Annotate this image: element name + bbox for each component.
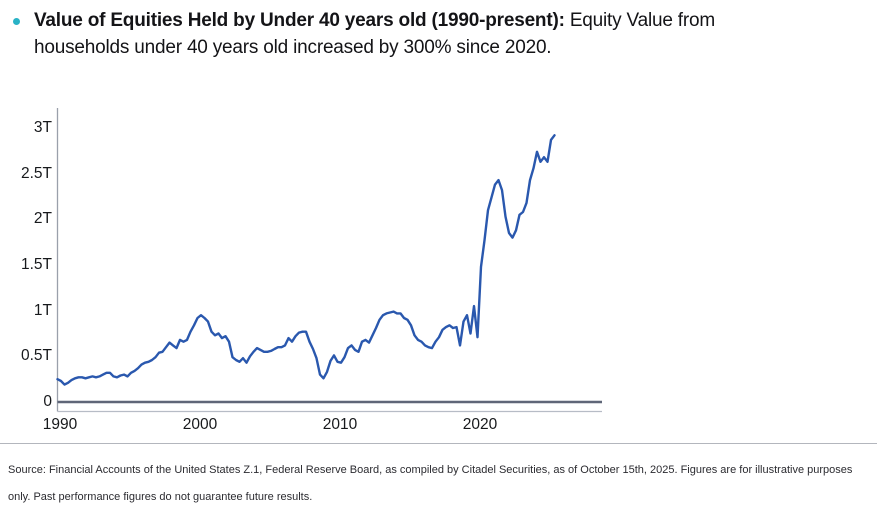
source-note: Source: Financial Accounts of the United…	[8, 457, 874, 511]
title-regular-text: Equity Value from households under 40 ye…	[34, 10, 715, 58]
source-line-1: Source: Financial Accounts of the United…	[8, 464, 853, 476]
y-tick-label: 1.5T	[20, 256, 52, 273]
x-tick-label: 2000	[182, 416, 218, 433]
x-tick-label: 2020	[462, 416, 498, 433]
y-tick-label: 0	[43, 393, 52, 410]
bullet-icon	[13, 18, 20, 25]
chart-canvas	[56, 108, 602, 413]
y-tick-label: 3T	[33, 119, 52, 136]
y-tick-label: 2T	[33, 210, 52, 228]
x-tick-label: 1990	[42, 416, 78, 433]
line-chart: 3T 2.5T 2T 1.5T 1T 0.5T 0 1990 2000 2010 2020	[0, 100, 650, 445]
page-title: Value of Equities Held by Under 40 years…	[34, 7, 776, 61]
y-tick-label: 0.5T	[20, 347, 52, 365]
divider-line	[0, 443, 877, 444]
y-tick-label: 1T	[33, 301, 52, 319]
y-tick-label: 2.5T	[20, 164, 52, 182]
source-line-2: only. Past performance figures do not gu…	[8, 491, 313, 503]
x-tick-label: 2010	[322, 416, 358, 433]
title-bold-text: Value of Equities Held by Under 40 years…	[34, 10, 565, 31]
